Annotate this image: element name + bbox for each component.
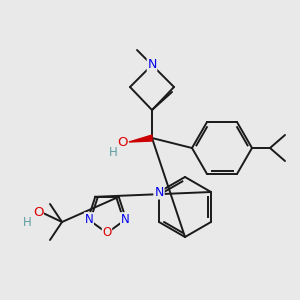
Text: O: O [33, 206, 43, 220]
Text: N: N [147, 58, 157, 71]
Text: H: H [109, 146, 117, 158]
Polygon shape [129, 135, 152, 142]
Text: O: O [117, 136, 127, 149]
Text: N: N [154, 185, 164, 199]
Text: N: N [121, 213, 129, 226]
Text: N: N [85, 213, 93, 226]
Text: O: O [102, 226, 112, 239]
Text: H: H [22, 217, 32, 230]
